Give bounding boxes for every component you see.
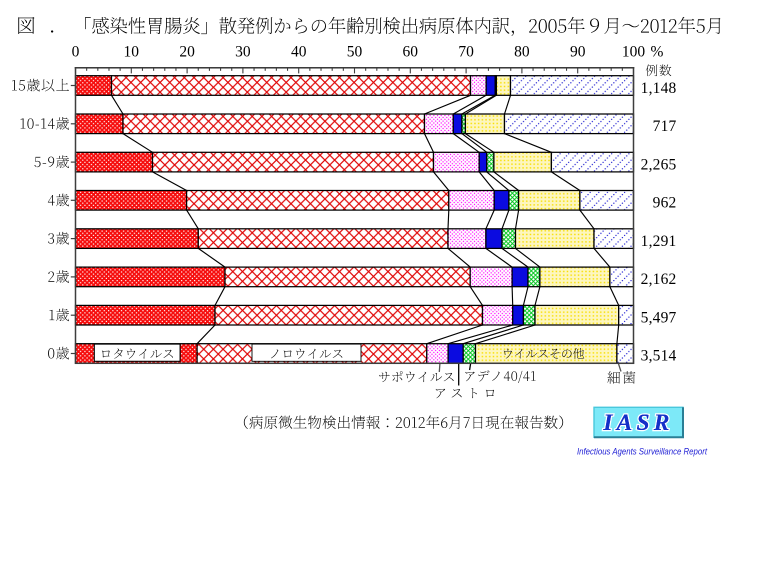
svg-text:90: 90: [570, 44, 586, 61]
svg-text:717: 717: [653, 118, 677, 135]
svg-text:3,514: 3,514: [641, 348, 677, 365]
svg-text:20: 20: [179, 44, 195, 61]
svg-text:50: 50: [347, 44, 363, 61]
svg-text:Infectious Agents Surveillance: Infectious Agents Surveillance Report: [577, 446, 707, 456]
svg-text:IASR: IASR: [602, 410, 673, 436]
svg-text:100: 100: [622, 44, 646, 61]
svg-text:30: 30: [235, 44, 251, 61]
svg-text:10: 10: [124, 44, 140, 61]
svg-text:2,162: 2,162: [641, 271, 677, 288]
svg-text:5,497: 5,497: [641, 309, 677, 326]
svg-text:80: 80: [514, 44, 530, 61]
svg-text:1,148: 1,148: [641, 80, 677, 97]
svg-text:60: 60: [403, 44, 419, 61]
svg-text:70: 70: [458, 44, 474, 61]
svg-text:IASR: IASR: [602, 410, 673, 436]
svg-text:%: %: [651, 44, 664, 61]
svg-text:1,291: 1,291: [641, 233, 677, 250]
svg-text:2,265: 2,265: [641, 156, 677, 173]
svg-text:40: 40: [291, 44, 307, 61]
svg-text:0: 0: [72, 44, 80, 61]
svg-text:962: 962: [653, 195, 677, 212]
